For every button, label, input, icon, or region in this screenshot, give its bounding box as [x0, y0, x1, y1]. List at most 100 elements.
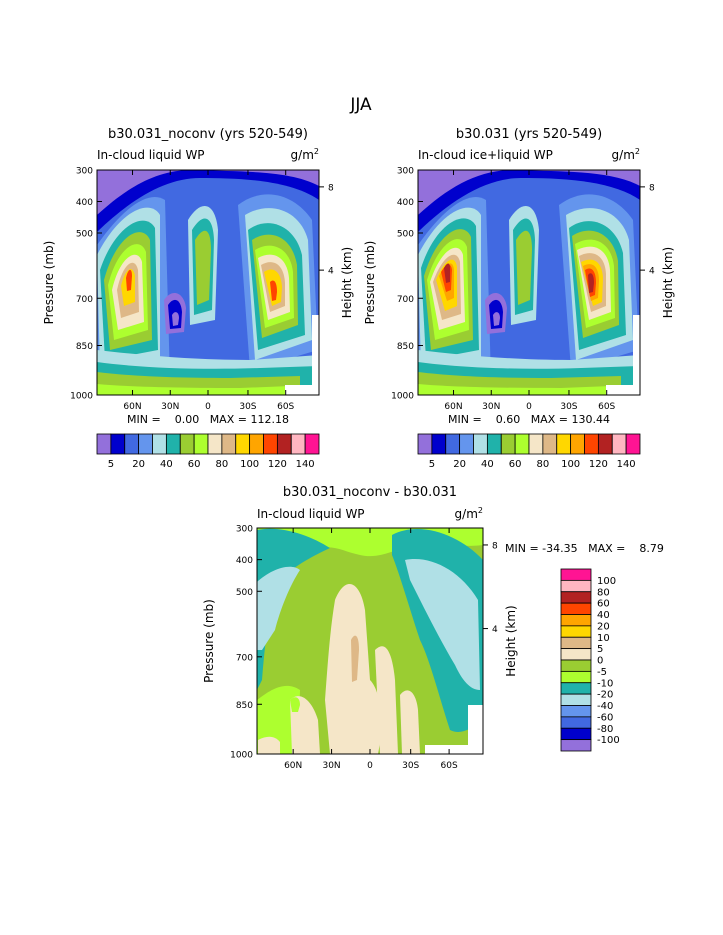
y-right-tick-label: 4 [492, 625, 498, 635]
colorbar-swatch [263, 433, 278, 455]
y-tick-label: 700 [397, 295, 414, 305]
colorbar-swatch [193, 433, 209, 455]
y-axis-label: Pressure (mb) [363, 241, 377, 325]
panel-2: b30.031 (yrs 520-549) In-cloud ice+liqui… [363, 127, 675, 470]
panel-1-left-label: In-cloud liquid WP [97, 148, 205, 162]
colorbar-label: -100 [597, 735, 620, 746]
panel-3-contours [257, 528, 483, 754]
x-tick-label: 30N [322, 761, 340, 771]
colorbar-label: 20 [597, 621, 610, 632]
y-tick-label: 700 [76, 295, 93, 305]
colorbar-label: 120 [589, 459, 608, 470]
colorbar-label: 80 [597, 587, 610, 598]
colorbar-swatch [570, 433, 585, 455]
y-right-axis-label: Height (km) [661, 247, 675, 318]
colorbar-swatch [597, 433, 613, 455]
panel-2-band [588, 273, 594, 293]
panel-2-colorbar: 5 20 40 60 80 100 120 140 [417, 433, 641, 470]
panel-1-mask [285, 385, 319, 395]
panel-2-title: b30.031 (yrs 520-549) [456, 127, 602, 142]
colorbar-label: 60 [597, 599, 610, 610]
page-title: JJA [349, 95, 372, 115]
colorbar-swatch [625, 433, 641, 455]
colorbar-label: 100 [597, 576, 616, 587]
colorbar-label: 140 [617, 459, 636, 470]
panel-1: b30.031_noconv (yrs 520-549) In-cloud li… [42, 127, 354, 470]
colorbar-swatch [560, 614, 592, 627]
y-right-tick-label: 8 [649, 183, 655, 193]
panel-2-band [444, 263, 450, 283]
colorbar-swatch [235, 433, 251, 455]
panel-1-stats: MIN = 0.00 MAX = 112.18 [127, 413, 289, 426]
colorbar-swatch [560, 625, 592, 638]
panel-3-mask [425, 745, 483, 754]
panel-2-band [418, 384, 611, 395]
colorbar-label: 5 [597, 644, 603, 655]
y-tick-label: 1000 [230, 751, 253, 761]
y-right-tick-label: 8 [328, 183, 334, 193]
colorbar-swatch [560, 579, 592, 593]
panel-3-band [351, 635, 359, 682]
colorbar-label: 40 [597, 610, 610, 621]
y-tick-label: 1000 [70, 392, 93, 402]
y-tick-label: 700 [236, 653, 253, 663]
colorbar-swatch [560, 602, 592, 615]
colorbar-label: 5 [108, 459, 114, 470]
panel-2-mask [633, 315, 640, 385]
y-tick-label: 300 [397, 167, 414, 177]
panel-1-title: b30.031_noconv (yrs 520-549) [108, 127, 308, 142]
colorbar-swatch [445, 433, 461, 455]
x-tick-label: 60N [123, 402, 141, 412]
x-tick-label: 60N [444, 402, 462, 412]
panel-1-band [97, 384, 290, 395]
panel-3-stats: MIN = -34.35 MAX = 8.79 [505, 542, 664, 555]
panel-3-band [400, 690, 420, 754]
y-tick-label: 850 [76, 342, 93, 352]
x-tick-label: 60N [284, 761, 302, 771]
colorbar-swatch [304, 433, 320, 455]
colorbar-swatch [560, 670, 592, 684]
panel-3-units: g/m2 [455, 506, 483, 521]
colorbar-swatch [473, 433, 488, 455]
y-tick-label: 500 [76, 230, 93, 240]
colorbar-swatch [249, 433, 264, 455]
panel-1-band [195, 230, 211, 305]
colorbar-label: -5 [597, 667, 607, 678]
colorbar-swatch [560, 659, 592, 672]
panel-2-units: g/m2 [612, 147, 640, 162]
colorbar-label: 100 [561, 459, 580, 470]
colorbar-label: 0 [597, 656, 603, 667]
panel-3-band [375, 646, 398, 754]
y-tick-label: 400 [236, 556, 253, 566]
y-axis-label: Pressure (mb) [42, 241, 56, 325]
colorbar-label: 60 [188, 459, 201, 470]
x-tick-label: 60S [598, 402, 615, 412]
colorbar-swatch [560, 705, 592, 718]
colorbar-swatch [221, 433, 237, 455]
y-tick-label: 500 [236, 588, 253, 598]
colorbar-swatch [611, 433, 627, 455]
panel-1-band [126, 269, 132, 291]
panel-3-mask [468, 705, 483, 745]
colorbar-swatch [560, 682, 592, 695]
y-right-axis-label: Height (km) [504, 605, 518, 676]
colorbar-swatch [528, 433, 544, 455]
colorbar-swatch [560, 716, 592, 729]
colorbar-swatch [514, 433, 530, 455]
y-right-tick-label: 4 [649, 267, 655, 277]
colorbar-label: 60 [509, 459, 522, 470]
panel-3: b30.031_noconv - b30.031 In-cloud liquid… [202, 485, 664, 771]
panel-2-left-label: In-cloud ice+liquid WP [418, 148, 553, 162]
panel-3-axes: 300 400 500 700 850 1000 8 4 60N 30N 0 30S 60S Pressu… [202, 525, 518, 772]
colorbar-swatch [165, 433, 181, 455]
colorbar-swatch [276, 433, 292, 455]
panel-3-left-label: In-cloud liquid WP [257, 507, 365, 521]
colorbar-label: -60 [597, 712, 613, 723]
colorbar-label: 20 [453, 459, 466, 470]
colorbar-label: -80 [597, 724, 613, 735]
y-tick-label: 400 [397, 198, 414, 208]
colorbar-swatch [560, 727, 592, 741]
colorbar-swatch [560, 568, 592, 581]
panel-3-band [257, 566, 300, 650]
